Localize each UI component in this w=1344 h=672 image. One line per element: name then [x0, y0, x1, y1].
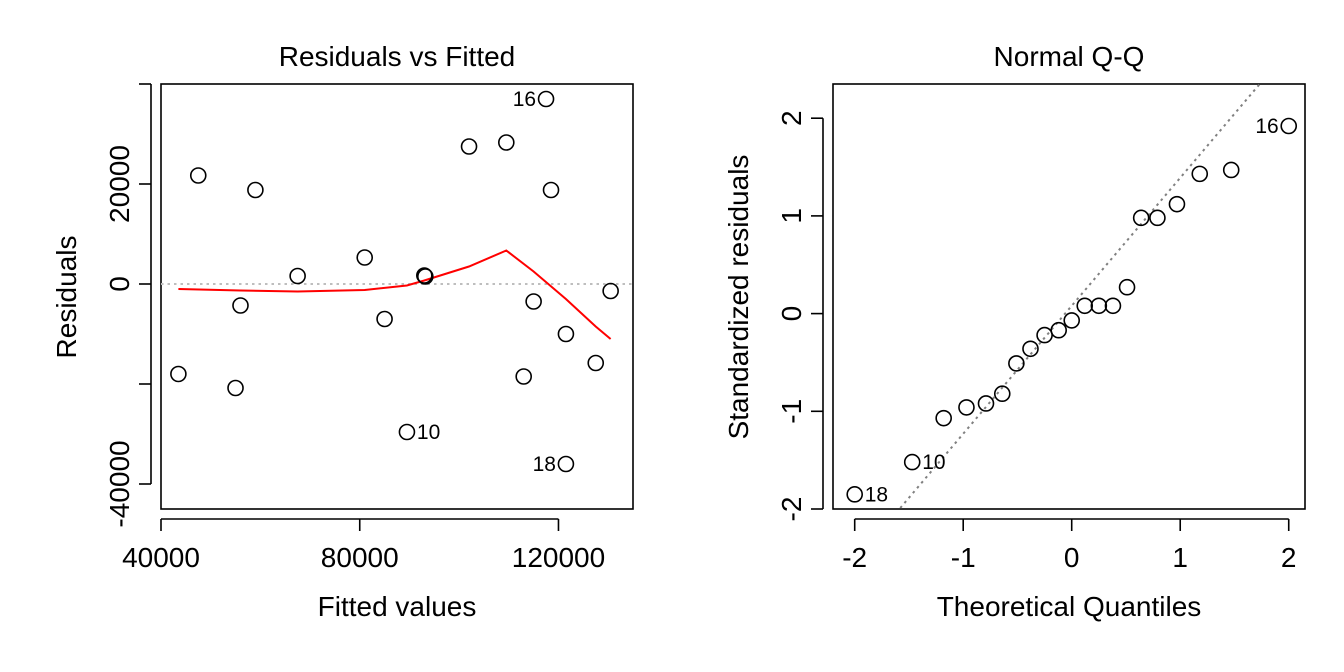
data-point — [1280, 117, 1298, 135]
data-points — [170, 90, 619, 473]
data-point — [170, 365, 187, 383]
chart-title: Normal Q-Q — [994, 41, 1145, 72]
data-point — [958, 399, 975, 416]
y-tick-label: 20000 — [104, 145, 135, 223]
y-axis: -2 -1 0 1 2 — [776, 110, 824, 522]
point-label: 16 — [1255, 115, 1278, 138]
data-point — [993, 385, 1011, 403]
smoother-line — [178, 249, 612, 340]
data-point — [232, 297, 249, 314]
data-point — [227, 379, 244, 397]
data-point — [1118, 278, 1136, 296]
x-tick-label: -2 — [842, 542, 867, 573]
x-axis-label: Fitted values — [318, 591, 477, 622]
data-point — [557, 325, 575, 343]
x-tick-label: 2 — [1281, 542, 1297, 573]
point-label: 18 — [865, 483, 888, 506]
data-point — [247, 181, 264, 199]
point-labels: 10 16 18 — [417, 88, 556, 476]
data-point — [1222, 161, 1240, 179]
data-point — [416, 267, 433, 284]
y-tick-label: -2 — [776, 497, 807, 522]
data-point — [1104, 297, 1122, 315]
data-point — [903, 453, 921, 471]
y-tick-label: 2 — [776, 110, 807, 126]
data-point — [587, 354, 605, 372]
y-axis: -40000 0 20000 — [104, 83, 152, 528]
point-label: 10 — [922, 451, 945, 474]
data-point — [417, 268, 434, 285]
data-point — [1149, 209, 1166, 227]
data-point — [1036, 326, 1053, 344]
data-point — [1191, 165, 1209, 183]
data-points — [846, 117, 1298, 503]
data-point — [846, 486, 864, 503]
normal-qq-panel: Normal Q-Q 18 10 16 -2 -1 0 1 2 -2 -1 0 1 2 Theore… — [723, 41, 1306, 622]
y-tick-label: -1 — [776, 399, 807, 424]
data-point — [1063, 312, 1081, 329]
x-tick-label: 40000 — [122, 542, 200, 573]
reference-line — [898, 84, 1262, 509]
x-axis-label: Theoretical Quantiles — [937, 591, 1202, 622]
data-point — [537, 90, 555, 108]
x-axis: -2 -1 0 1 2 — [842, 518, 1297, 573]
data-point — [1008, 355, 1025, 372]
point-label: 16 — [513, 88, 536, 111]
x-tick-label: 0 — [1064, 542, 1080, 573]
data-point — [398, 423, 416, 441]
data-point — [557, 455, 575, 473]
data-point — [1076, 297, 1094, 315]
data-point — [1050, 321, 1067, 339]
x-axis: 40000 80000 120000 — [122, 518, 605, 573]
data-point — [515, 368, 532, 385]
data-point — [376, 310, 393, 328]
data-point — [460, 138, 478, 155]
y-axis-label: Residuals — [51, 236, 82, 359]
data-point — [1132, 209, 1150, 227]
x-tick-label: 120000 — [512, 542, 605, 573]
plot-frame — [160, 83, 634, 510]
lowess-smoother — [178, 249, 612, 340]
data-point — [1022, 340, 1039, 358]
y-tick-label: 0 — [776, 306, 807, 322]
x-tick-label: 1 — [1172, 542, 1188, 573]
qq-reference-line — [898, 84, 1262, 509]
data-point — [935, 409, 952, 427]
y-tick-label: 1 — [776, 208, 807, 224]
data-point — [542, 181, 560, 199]
data-point — [525, 293, 542, 310]
data-point — [602, 282, 619, 300]
data-point — [356, 249, 374, 266]
y-tick-label: -40000 — [104, 440, 135, 527]
data-point — [498, 134, 515, 151]
data-point — [1168, 195, 1186, 213]
residuals-vs-fitted-panel: Residuals vs Fitted 10 16 18 40000 80000 120… — [51, 41, 634, 622]
point-labels: 18 10 16 — [865, 115, 1279, 506]
plot-frame — [832, 83, 1306, 510]
point-label: 10 — [417, 421, 440, 444]
point-label: 18 — [533, 453, 556, 476]
x-tick-label: 80000 — [321, 542, 399, 573]
chart-title: Residuals vs Fitted — [279, 41, 516, 72]
data-point — [289, 267, 306, 285]
data-point — [977, 395, 995, 412]
data-point — [189, 167, 207, 184]
x-tick-label: -1 — [951, 542, 976, 573]
data-point — [1090, 297, 1108, 315]
y-axis-label: Standardized residuals — [723, 155, 754, 440]
y-tick-label: 0 — [104, 276, 135, 292]
